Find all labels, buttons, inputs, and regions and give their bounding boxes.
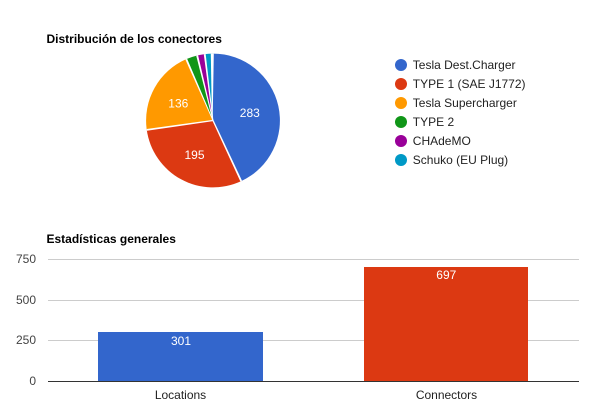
svg-text:195: 195: [184, 148, 204, 162]
svg-text:136: 136: [168, 97, 188, 111]
svg-text:283: 283: [240, 106, 260, 120]
